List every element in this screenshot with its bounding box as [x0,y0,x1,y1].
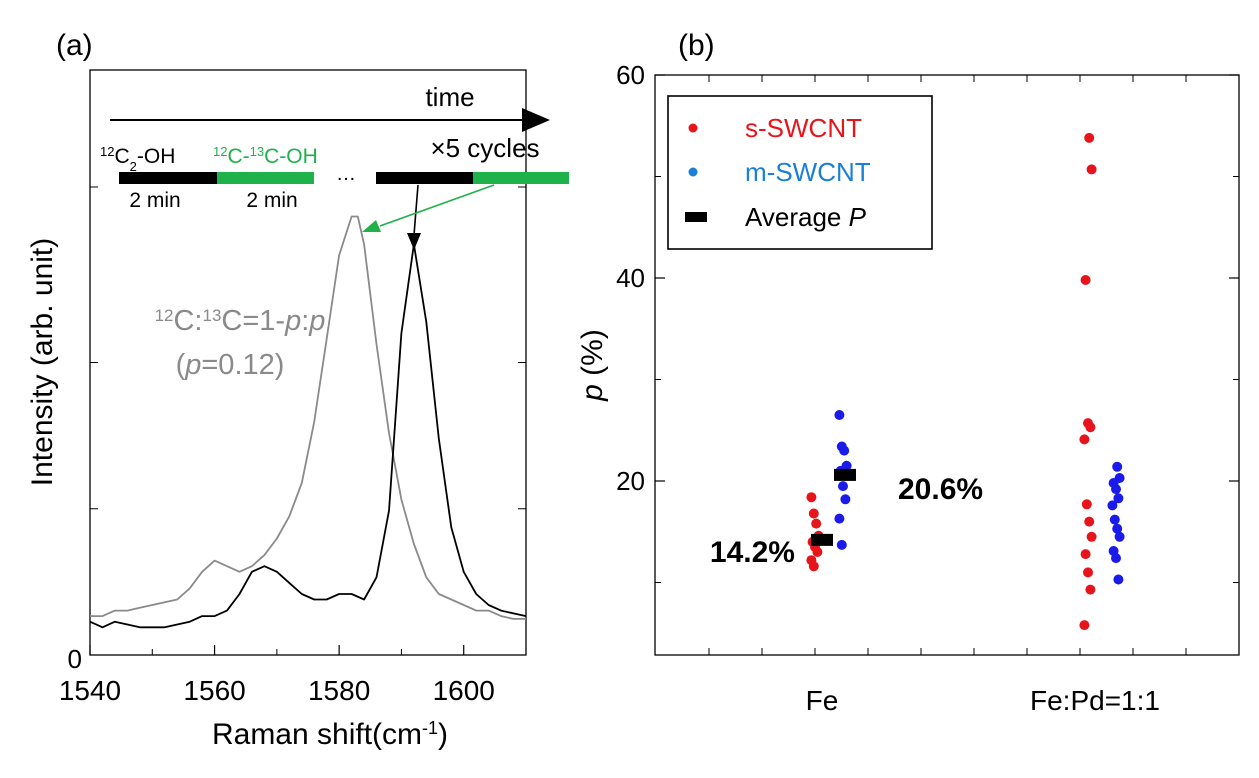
m-swcnt-point [834,513,845,524]
avg-label-s: 14.2% [710,536,795,569]
x-category-label-b: Fe:Pd=1:1 [1030,685,1160,716]
x-category-label-b: Fe [806,685,839,716]
time-arrow-head [522,108,550,132]
plot-a-y-zero: 0 [68,644,82,674]
s-swcnt-point [808,508,819,519]
plot-a-ratio-annotation: 12C:13C=1-p:p [155,305,326,337]
m-swcnt-point [838,481,848,492]
spectrum-black [89,243,527,629]
time-schematic: time ×5 cycles 12C2-OH 12C-13C-OH … 2 mi… [100,82,569,250]
m-swcnt-point [1113,574,1124,585]
ellipsis: … [336,163,356,185]
panel-a-label: (a) [56,29,93,62]
m-swcnt-point [1111,484,1121,495]
black-pointer-head [407,233,421,250]
y-tick-label-b: 20 [616,466,645,496]
m-swcnt-point [1112,461,1123,472]
time-label: time [425,82,474,112]
legend-label-avg: Average P [745,202,867,232]
s-swcnt-point [1080,275,1091,285]
plot-a-ticks: 1540 1560 1580 1600 [59,186,526,706]
x-tick-label-a: 1580 [308,675,370,706]
plot-a-xlabel: Raman shift(cm-1) [212,718,448,751]
s-swcnt-point [806,492,817,503]
spectrum-gray [90,215,526,620]
s-swcnt-point [812,547,823,557]
m-swcnt-point [834,410,845,420]
m-swcnt-point [1112,523,1123,534]
plot-a-ylabel: Intensity (arb. unit) [26,238,59,486]
average-marker [834,468,856,481]
s-swcnt-point [1083,567,1093,578]
s-swcnt-point [1084,132,1095,143]
s-swcnt-point [1080,549,1091,560]
y-tick-label-b: 40 [616,263,645,293]
m-swcnt-point [1113,493,1124,504]
s-swcnt-point [811,518,822,529]
seg2-bar [217,172,314,184]
plot-b-ylabel: p (%) [576,329,609,402]
s-swcnt-point [1079,620,1090,631]
legend-label-s: s-SWCNT [745,113,862,143]
m-swcnt-point [1109,514,1120,525]
average-marker [811,533,833,546]
m-swcnt-point [1114,531,1125,542]
m-swcnt-point [839,445,850,456]
seg-last-green-bar [473,172,569,184]
s-swcnt-point [1079,434,1090,445]
legend-marker-m [688,167,698,177]
legend-box [667,95,933,250]
plot-b-series [806,132,1125,631]
seg1-time: 2 min [129,189,180,212]
avg-label-m: 20.6% [898,473,983,506]
cycles-label: ×5 cycles [430,133,539,163]
s-swcnt-point [1081,499,1092,510]
m-swcnt-point [1107,500,1118,511]
y-tick-label-b: 60 [616,60,645,90]
legend: s-SWCNT m-SWCNT Average P [667,95,933,250]
s-swcnt-point [1085,422,1096,433]
s-swcnt-point [1085,584,1096,595]
green-pointer-arrow [379,184,495,227]
s-swcnt-point [1086,164,1097,175]
s-swcnt-point [1086,531,1097,542]
x-tick-label-a: 1560 [183,675,245,706]
seg2-label: 12C-13C-OH [213,144,318,169]
green-pointer-head [362,220,381,232]
s-swcnt-point [1084,516,1095,527]
x-tick-label-a: 1540 [59,675,121,706]
seg-last-black-bar [376,172,473,184]
m-swcnt-point [1111,553,1121,564]
s-swcnt-point [808,561,819,572]
x-tick-label-a: 1600 [433,675,495,706]
plot-b-frame [654,74,1240,656]
plot-a-p-value: (p=0.12) [176,349,285,381]
legend-marker-s [688,123,698,133]
seg1-bar [119,172,217,184]
m-swcnt-point [840,494,851,505]
panel-b-label: (b) [678,29,715,62]
legend-label-m: m-SWCNT [745,157,871,187]
m-swcnt-point [836,539,847,550]
legend-marker-avg [685,212,707,222]
plot-a-series [89,215,527,629]
black-pointer-arrow [413,184,419,236]
panel-a: (a) 1540 1560 1580 1600 Intensity (arb. uni… [26,29,569,751]
seg2-time: 2 min [246,189,297,212]
seg1-label: 12C2-OH [100,144,175,174]
plot-b-ticks: 20 40 60 Fe Fe:Pd=1:1 [616,60,1239,716]
